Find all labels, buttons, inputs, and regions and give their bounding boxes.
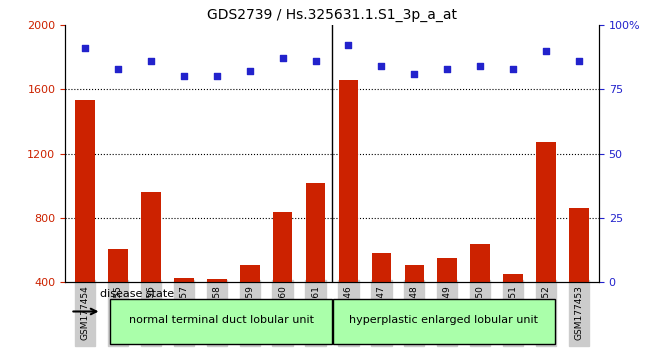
Text: hyperplastic enlarged lobular unit: hyperplastic enlarged lobular unit — [350, 315, 538, 325]
Point — [311, 58, 321, 64]
Point — [178, 74, 189, 79]
Point — [508, 66, 518, 72]
Bar — [306, 183, 326, 347]
Point — [79, 45, 90, 51]
Bar — [207, 279, 227, 347]
Point — [113, 66, 123, 72]
Bar — [471, 244, 490, 347]
Bar — [437, 258, 457, 347]
Bar — [108, 249, 128, 347]
Point — [541, 48, 551, 53]
Bar — [372, 253, 391, 347]
Point — [244, 68, 255, 74]
Point — [343, 42, 353, 48]
Bar — [75, 101, 95, 347]
Point — [277, 56, 288, 61]
Bar — [339, 80, 358, 347]
Bar — [503, 274, 523, 347]
Bar — [404, 265, 424, 347]
Point — [574, 58, 585, 64]
Text: disease state: disease state — [100, 289, 174, 299]
Title: GDS2739 / Hs.325631.1.S1_3p_a_at: GDS2739 / Hs.325631.1.S1_3p_a_at — [207, 8, 457, 22]
Bar — [240, 265, 260, 347]
Bar — [174, 278, 193, 347]
Point — [376, 63, 387, 69]
Point — [212, 74, 222, 79]
Text: normal terminal duct lobular unit: normal terminal duct lobular unit — [129, 315, 314, 325]
Bar — [536, 142, 556, 347]
FancyBboxPatch shape — [111, 299, 332, 344]
Point — [146, 58, 156, 64]
Point — [475, 63, 486, 69]
Bar — [569, 209, 589, 347]
Point — [442, 66, 452, 72]
Point — [409, 71, 420, 76]
Bar — [273, 212, 292, 347]
Bar — [141, 192, 161, 347]
FancyBboxPatch shape — [333, 299, 555, 344]
